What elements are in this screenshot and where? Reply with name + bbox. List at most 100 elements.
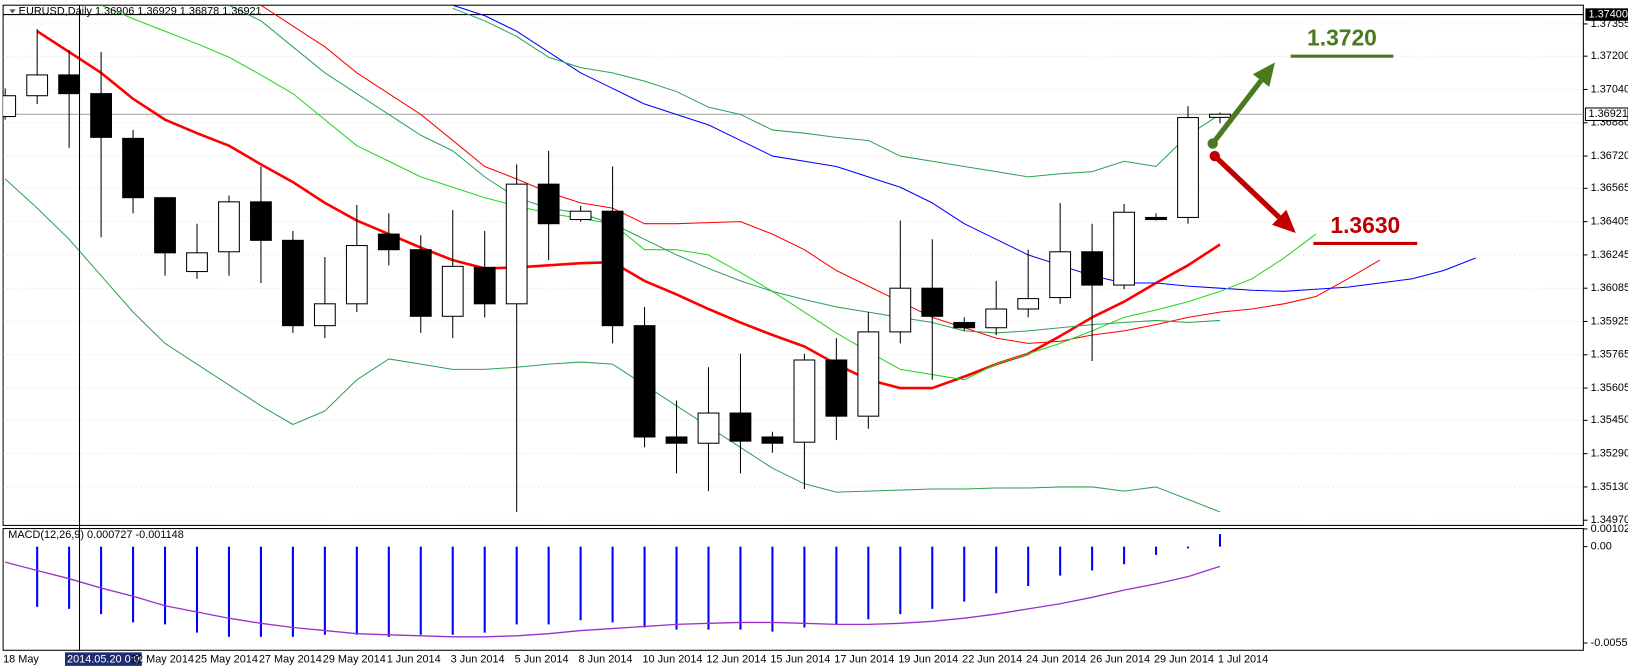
top-level-box <box>1585 8 1628 21</box>
header-low: 1.36878 <box>180 5 219 17</box>
x-tick-label: 25 May 2014 <box>195 654 258 666</box>
y-tick-label: 1.36565 <box>1591 182 1628 194</box>
x-tick-label: 1 Jul 2014 <box>1218 654 1268 666</box>
candle-body <box>345 245 368 305</box>
x-tick-label: 29 May 2014 <box>323 654 386 666</box>
top-level-label: 1.37400 <box>1589 8 1628 20</box>
x-tick-label: 27 May 2014 <box>259 654 322 666</box>
x-tick-label: 22 May 2014 <box>131 654 194 666</box>
candle-body <box>825 359 848 417</box>
candle-body <box>377 233 400 251</box>
y-tick-label: 1.35290 <box>1591 447 1628 459</box>
header-open: 1.36906 <box>95 5 134 17</box>
candle-body <box>122 137 144 199</box>
x-tick-label: 10 Jun 2014 <box>642 654 702 666</box>
candle-body <box>154 197 176 254</box>
candle-body <box>441 265 464 317</box>
x-tick-label: 3 Jun 2014 <box>451 654 505 666</box>
arrow-shaft <box>1210 78 1264 146</box>
y-tick-label: 1.36245 <box>1591 249 1628 261</box>
candle-body <box>218 201 240 253</box>
candle-body <box>1145 216 1167 221</box>
candle-body <box>601 210 624 327</box>
candle-body <box>985 308 1008 329</box>
signal-line <box>5 561 1221 638</box>
crosshair-box <box>64 652 142 666</box>
arrow-shaft <box>1212 154 1281 220</box>
indicator-line <box>4 178 1221 513</box>
price-box <box>1584 107 1628 122</box>
arrow-origin <box>1209 150 1220 162</box>
header-close: 1.36921 <box>222 5 261 17</box>
macd-title: MACD(12,26,9) <box>8 529 84 541</box>
x-tick-label: 8 Jun 2014 <box>579 654 633 666</box>
x-tick-label: 22 Jun 2014 <box>962 654 1022 666</box>
signal-value: -0.001148 <box>136 529 184 541</box>
x-tick-label: 24 Jun 2014 <box>1026 654 1086 666</box>
main-panel <box>2 4 1584 526</box>
candle-body <box>665 436 688 444</box>
y-tick-label: 1.36085 <box>1591 282 1628 294</box>
plot-area <box>3 5 1584 513</box>
candle-body <box>1177 117 1199 218</box>
macd-y-tick-label: 0.001028 <box>1591 523 1628 535</box>
candle-body <box>569 210 592 221</box>
y-tick-label: 1.35130 <box>1591 481 1628 493</box>
candle-body <box>90 93 112 138</box>
crosshair-label: 2014.05.20 0:00 <box>67 654 146 666</box>
candle-body <box>953 322 976 329</box>
candle-body <box>3 95 17 118</box>
macd-header: MACD(12,26,9) 0.000727 -0.001148 <box>8 529 183 541</box>
target-label: 1.3720 <box>1307 25 1377 51</box>
y-tick-label: 1.34970 <box>1591 514 1628 526</box>
candle-body <box>537 183 560 225</box>
candle-body <box>1017 298 1040 310</box>
x-tick-label: 12 Jun 2014 <box>706 654 766 666</box>
candle-body <box>26 74 49 97</box>
macd-y-tick-label: 0.00 <box>1591 541 1612 553</box>
indicator-line <box>260 5 1381 344</box>
candle-body <box>1081 251 1104 286</box>
y-tick-label: 1.36405 <box>1591 215 1628 227</box>
x-tick-label: 26 Jun 2014 <box>1090 654 1150 666</box>
candle-body <box>186 252 208 273</box>
macd-panel <box>2 528 1584 651</box>
header-high: 1.36929 <box>137 5 176 17</box>
candle-body <box>250 201 272 241</box>
x-tick-label: 15 Jun 2014 <box>770 654 830 666</box>
arrow-head <box>1252 62 1275 87</box>
candle-body <box>729 412 752 442</box>
candle-body <box>921 287 944 317</box>
candle-body <box>761 436 784 444</box>
macd-area <box>5 534 1222 638</box>
candle-body <box>313 303 336 327</box>
axes: 1.373551.372001.370401.368801.367201.365… <box>3 5 1628 666</box>
indicator-line <box>228 5 1220 334</box>
macd-value: 0.000727 <box>87 529 132 541</box>
candle-body <box>282 239 304 327</box>
candle-body <box>1049 251 1072 299</box>
candle-body <box>793 359 816 443</box>
indicator-line <box>100 5 1317 381</box>
symbol: EURUSD,Daily <box>19 5 93 17</box>
y-tick-label: 1.35450 <box>1591 414 1628 426</box>
indicator-line <box>452 7 1221 178</box>
candle-body <box>473 266 496 305</box>
candle-body <box>1209 113 1231 118</box>
target-label: 1.3630 <box>1330 212 1400 238</box>
arrow-head <box>1272 209 1296 234</box>
arrow-origin <box>1207 138 1218 149</box>
macd-y-tick-label: -0.00559 <box>1591 637 1628 649</box>
candle-body <box>505 183 528 305</box>
candle-body <box>697 412 720 444</box>
x-tick-label: 1 Jun 2014 <box>387 654 441 666</box>
y-tick-label: 1.36720 <box>1591 150 1628 162</box>
x-tick-label: 17 Jun 2014 <box>834 654 894 666</box>
header: EURUSD,Daily 1.36906 1.36929 1.36878 1.3… <box>19 5 262 17</box>
y-tick-label: 1.37200 <box>1591 50 1628 62</box>
price-label: 1.36921 <box>1589 108 1628 120</box>
candle-body <box>857 331 880 417</box>
y-tick-label: 1.37040 <box>1591 83 1628 95</box>
